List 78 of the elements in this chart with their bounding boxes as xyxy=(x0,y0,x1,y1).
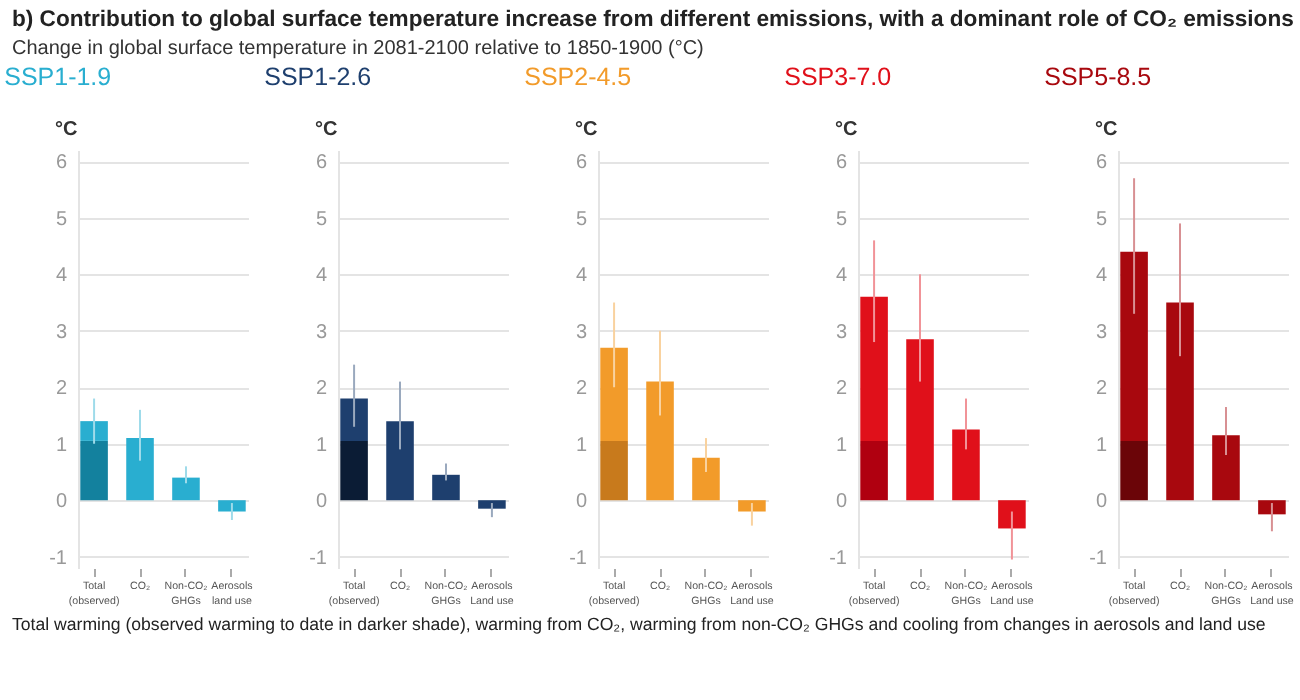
y-tick-label: -1 xyxy=(569,547,588,570)
bar xyxy=(952,429,980,501)
y-tick-label: 1 xyxy=(55,434,68,457)
bar xyxy=(860,440,888,501)
y-tick-label: 6 xyxy=(575,152,588,175)
bar xyxy=(1258,500,1286,515)
chart-title: SSP1-1.9 xyxy=(4,63,112,91)
y-tick-label: 1 xyxy=(835,434,848,457)
y-tick-label: 2 xyxy=(835,378,848,401)
y-tick-label: 4 xyxy=(575,265,588,288)
y-tick-label: 6 xyxy=(55,152,68,175)
bar xyxy=(1120,251,1148,441)
bar xyxy=(600,440,628,501)
text: Change in global surface temperature in 2081-2100 relative to 1850-1900 (°C) xyxy=(12,38,706,60)
bar xyxy=(860,296,888,441)
bar xyxy=(432,474,460,501)
bar xyxy=(172,477,200,501)
y-tick-label: 2 xyxy=(55,378,68,401)
bar xyxy=(218,500,246,512)
y-tick-label: 4 xyxy=(315,265,328,288)
chart-title: SSP2-4.5 xyxy=(524,63,632,91)
y-tick-label: 5 xyxy=(835,208,848,231)
y-tick-label: 3 xyxy=(55,321,68,344)
bar xyxy=(738,500,766,512)
y-tick-label: 1 xyxy=(315,434,328,457)
bar xyxy=(692,457,720,501)
bar xyxy=(340,398,368,441)
y-tick-label: 2 xyxy=(575,378,588,401)
y-tick-label: 2 xyxy=(315,378,328,401)
y-tick-label: 4 xyxy=(835,265,848,288)
y-tick-label: -1 xyxy=(309,547,328,570)
y-tick-label: -1 xyxy=(1089,547,1108,570)
y-tick-label: 1 xyxy=(575,434,588,457)
y-axis-title: °C xyxy=(55,119,78,141)
y-axis-title: °C xyxy=(575,119,598,141)
bar xyxy=(1166,302,1194,501)
y-tick-label: 1 xyxy=(1095,434,1108,457)
bar xyxy=(600,347,628,441)
chart-title: SSP1-2.6 xyxy=(264,63,372,91)
chart-title: SSP5-8.5 xyxy=(1044,63,1152,91)
bar xyxy=(998,500,1026,529)
y-tick-label: 5 xyxy=(575,208,588,231)
y-axis-title: °C xyxy=(315,119,338,141)
y-tick-label: 2 xyxy=(1095,378,1108,401)
bar xyxy=(906,339,934,501)
y-tick-label: 6 xyxy=(835,152,848,175)
bar xyxy=(80,440,108,501)
bar xyxy=(386,421,414,501)
bar xyxy=(646,381,674,501)
y-tick-label: -1 xyxy=(829,547,848,570)
y-tick-label: 3 xyxy=(315,321,328,344)
y-tick-label: 0 xyxy=(315,491,328,514)
y-tick-label: 0 xyxy=(575,491,588,514)
y-tick-label: 0 xyxy=(55,491,68,514)
y-axis-title: °C xyxy=(835,119,858,141)
chart-title: SSP3-7.0 xyxy=(784,63,892,91)
y-tick-label: 0 xyxy=(1095,491,1108,514)
y-tick-label: 5 xyxy=(315,208,328,231)
y-tick-label: 3 xyxy=(1095,321,1108,344)
text: Total warming (observed warming to date in darker shade), warming from CO₂, warming from non-CO₂ GHGs and cooling from changes in aerosols and land use xyxy=(10,612,1268,638)
y-tick-label: 5 xyxy=(1095,208,1108,231)
y-tick-label: -1 xyxy=(49,547,68,570)
y-tick-label: 0 xyxy=(835,491,848,514)
text: b) Contribution to global surface temperature increase from different emissions, with a dominant role of CO₂ emissions xyxy=(12,8,1294,32)
y-tick-label: 3 xyxy=(835,321,848,344)
bar xyxy=(478,500,506,509)
bar xyxy=(126,438,154,501)
bar xyxy=(1120,440,1148,501)
bar xyxy=(340,440,368,501)
y-tick-label: 6 xyxy=(315,152,328,175)
y-tick-label: 3 xyxy=(575,321,588,344)
y-tick-label: 6 xyxy=(1095,152,1108,175)
y-tick-label: 4 xyxy=(1095,265,1108,288)
y-tick-label: 4 xyxy=(55,265,68,288)
y-tick-label: 5 xyxy=(55,208,68,231)
bar xyxy=(1212,435,1240,501)
bar xyxy=(80,421,108,441)
y-axis-title: °C xyxy=(1095,119,1118,141)
